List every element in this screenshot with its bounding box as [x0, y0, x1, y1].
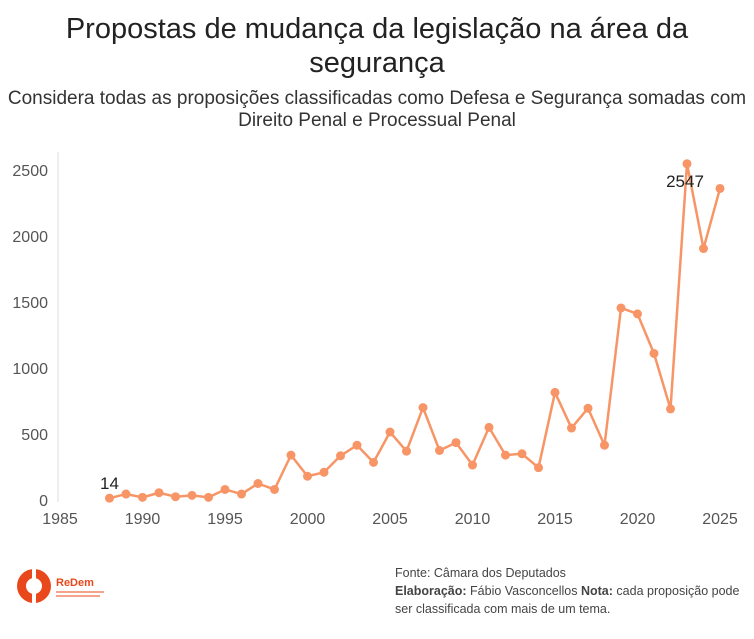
note-label: Nota:: [580, 584, 613, 598]
data-point: [418, 403, 428, 413]
data-point: [451, 438, 461, 448]
x-tick-label: 1995: [207, 511, 243, 528]
chart-title: Propostas de mudança da legislação na ár…: [65, 13, 689, 79]
data-point: [484, 422, 494, 432]
data-point: [501, 450, 510, 460]
data-point: [319, 467, 329, 477]
data-point: [237, 489, 246, 499]
line-chart: 0 500 1000 1500 2000 2500 1985 1990 1995 2000 2005…: [12, 152, 738, 528]
data-label: 14: [100, 474, 119, 493]
data-point: [286, 450, 296, 460]
data-point: [534, 463, 543, 473]
data-point: [715, 183, 725, 193]
data-point: [204, 492, 213, 502]
data-point: [649, 348, 659, 358]
data-point: [105, 493, 114, 503]
y-tick-label: 2500: [12, 163, 48, 180]
data-point: [616, 303, 626, 313]
data-point: [600, 440, 609, 450]
data-point: [385, 427, 395, 437]
data-point: [682, 159, 692, 169]
data-point: [270, 484, 279, 494]
data-point: [402, 446, 411, 456]
x-tick-label: 2005: [372, 511, 408, 528]
source-note: Fonte: Câmara dos Deputados: [395, 566, 566, 580]
data-point: [633, 309, 642, 319]
note: cada proposição pode ser classificada co…: [395, 584, 740, 616]
svg-text:ReDem: ReDem: [56, 577, 94, 589]
data-point: [666, 404, 675, 414]
chart-subtitle: Considera todas as proposições classific…: [7, 88, 747, 131]
data-point: [699, 244, 708, 254]
data-point: [583, 403, 593, 413]
credit: Fábio Vasconcellos: [466, 584, 581, 598]
data-point: [352, 440, 362, 450]
data-point: [253, 479, 263, 488]
x-tick-label: 1985: [42, 511, 78, 528]
x-tick-label: 2010: [455, 511, 491, 528]
data-point: [187, 490, 197, 500]
data-point: [154, 488, 164, 498]
y-tick-label: 0: [39, 493, 48, 510]
data-point: [220, 484, 230, 494]
data-point: [138, 492, 147, 502]
x-tick-label: 2025: [702, 511, 738, 528]
data-point: [303, 471, 312, 481]
x-tick-label: 1990: [125, 511, 161, 528]
data-point: [550, 387, 560, 397]
credit-label: Elaboração:: [395, 584, 467, 598]
y-tick-label: 1000: [12, 361, 48, 378]
y-tick-label: 1500: [12, 295, 48, 312]
data-point: [121, 489, 131, 499]
data-point: [171, 492, 180, 502]
data-point: [369, 457, 378, 467]
chart-footer: Fonte: Câmara dos Deputados Elaboração: …: [395, 564, 745, 618]
x-tick-label: 2015: [537, 511, 573, 528]
data-point: [336, 451, 345, 461]
series-line: [109, 162, 722, 500]
y-tick-label: 2000: [12, 229, 48, 246]
data-point: [468, 460, 477, 470]
data-point: [435, 446, 444, 455]
data-point: [517, 449, 527, 459]
y-tick-label: 500: [21, 427, 48, 444]
data-label: 2547: [666, 172, 704, 191]
x-tick-label: 2020: [620, 511, 656, 528]
data-point: [567, 423, 576, 433]
x-tick-label: 2000: [290, 511, 326, 528]
redem-logo: ReDem: [16, 566, 116, 614]
